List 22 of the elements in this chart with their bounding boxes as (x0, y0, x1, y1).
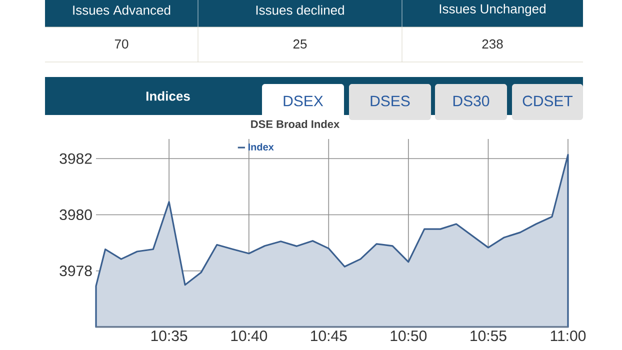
text: DS30 (453, 96, 490, 106)
text: CDSET (522, 96, 573, 106)
text: 238 (482, 39, 503, 49)
text: Issues Unchanged (440, 4, 546, 16)
x-tick-label: 10:50 (390, 330, 427, 342)
x-tick-label: 11:00 (550, 330, 586, 342)
chart-title: DSE Broad Index (251, 120, 340, 128)
text: 25 (293, 39, 307, 49)
legend-label: Index (248, 143, 274, 151)
x-tick-label: 10:40 (231, 330, 268, 342)
text: Indices (146, 91, 190, 101)
x-tick-label: 10:45 (311, 330, 347, 342)
text: Issues declined (256, 5, 344, 15)
y-tick-label: 3980 (60, 209, 92, 220)
text: 70 (114, 39, 128, 49)
text: DSEX (284, 96, 324, 106)
x-tick-label: 10:55 (470, 330, 506, 342)
y-tick-label: 3978 (60, 266, 92, 276)
text: DSES (370, 96, 410, 106)
x-tick-label: 10:35 (151, 330, 188, 342)
text: Issues Advanced (73, 5, 170, 15)
y-tick-label: 3982 (60, 153, 92, 164)
